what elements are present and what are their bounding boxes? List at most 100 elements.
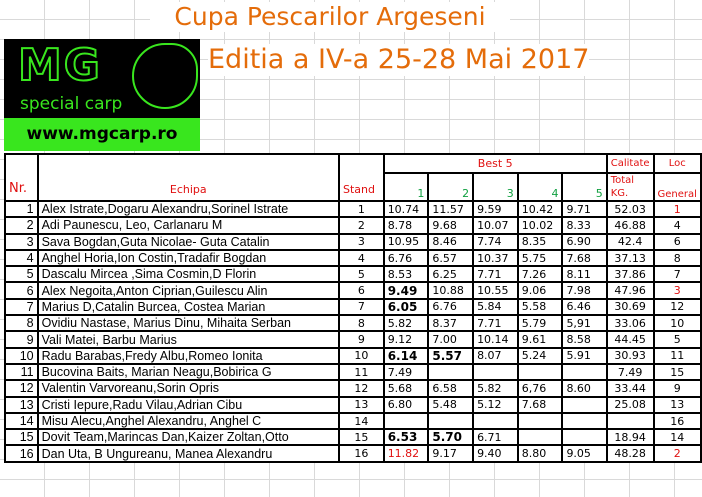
best-5-value: 5,91 <box>561 314 608 333</box>
best-4-value: 10.02 <box>516 216 564 235</box>
best-2-value: 9.17 <box>427 444 475 463</box>
stand-number: 15 <box>337 428 385 447</box>
row-nr: 8 <box>4 314 39 333</box>
best-4-value: 5.75 <box>516 248 564 268</box>
row-nr: 5 <box>4 265 39 284</box>
best-5-value: 8.11 <box>561 265 608 284</box>
stand-number: 14 <box>337 411 385 431</box>
loc-general: 5 <box>652 330 702 349</box>
table-row: 2 Adi Paunescu, Leo, Carlanaru M 2 8.78 9.68… <box>4 216 702 235</box>
best-4-value: 5.24 <box>516 346 564 365</box>
stand-number: 8 <box>337 314 385 333</box>
total-kg: 47.96 <box>605 281 655 300</box>
best-3-value: 7.71 <box>472 314 519 333</box>
team-name: Dovit Team,Marincas Dan,Kaizer Zoltan,Ot… <box>36 428 340 447</box>
stand-number: 9 <box>337 330 385 349</box>
stand-number: 6 <box>337 281 385 300</box>
best-5-value <box>561 411 608 431</box>
total-kg: 30.69 <box>605 297 655 317</box>
team-name: Valentin Varvoreanu,Sorin Opris <box>36 379 340 398</box>
best-2-value: 5.70 <box>427 428 475 447</box>
stand-number: 12 <box>337 379 385 398</box>
table-row: 7 Marius D,Catalin Burcea, Costea Marian 7… <box>4 297 702 317</box>
best-2-value <box>427 411 475 431</box>
table-row: 13 Cristi Iepure,Radu Vilau,Adrian Cibu 13… <box>4 395 702 414</box>
best-4-value: 10.42 <box>516 199 564 219</box>
total-kg: 44.45 <box>605 330 655 349</box>
stand-number: 3 <box>337 232 385 251</box>
table-row: 6 Alex Negoita,Anton Ciprian,Guilescu Ali… <box>4 281 702 300</box>
best-1-value: 5.82 <box>382 314 430 333</box>
table-row: 9 Vali Matei, Barbu Marius 9 9.12 7.00 10.14 9… <box>4 330 702 349</box>
best-1-value: 8.53 <box>382 265 430 284</box>
row-nr: 10 <box>4 346 39 365</box>
best-4-value: 8.35 <box>516 232 564 251</box>
best-3-value: 9.40 <box>472 444 519 463</box>
total-kg: 37.13 <box>605 248 655 268</box>
row-nr: 15 <box>4 428 39 447</box>
logo-url: www.mgcarp.ro <box>4 118 200 151</box>
best-5-value: 9.05 <box>561 444 608 463</box>
row-nr: 14 <box>4 411 39 431</box>
best-1-value: 6.14 <box>382 346 430 365</box>
header-best5: Best 5 <box>382 153 608 174</box>
loc-general: 9 <box>652 379 702 398</box>
best-2-value: 10.88 <box>427 281 475 300</box>
team-name: Adi Paunescu, Leo, Carlanaru M <box>36 216 340 235</box>
header-best-1: 1 <box>382 172 430 202</box>
total-kg: 33.06 <box>605 314 655 333</box>
total-kg: 42.4 <box>605 232 655 251</box>
total-kg: 18.94 <box>605 428 655 447</box>
header-best-2: 2 <box>427 172 475 202</box>
table-row: 4 Anghel Horia,Ion Costin,Tradafir Bogdan… <box>4 248 702 268</box>
best-2-value: 8.46 <box>427 232 475 251</box>
best-2-value: 11.57 <box>427 199 475 219</box>
best-1-value: 10.74 <box>382 199 430 219</box>
best-1-value: 9.12 <box>382 330 430 349</box>
row-nr: 4 <box>4 248 39 268</box>
loc-general: 7 <box>652 265 702 284</box>
best-3-value: 10.14 <box>472 330 519 349</box>
best-2-value <box>427 362 475 382</box>
table-row: 12 Valentin Varvoreanu,Sorin Opris 12 5.68 6… <box>4 379 702 398</box>
best-5-value: 5.91 <box>561 346 608 365</box>
total-kg: 33.44 <box>605 379 655 398</box>
best-5-value: 8.60 <box>561 379 608 398</box>
best-1-value: 10.95 <box>382 232 430 251</box>
best-3-value: 10.37 <box>472 248 519 268</box>
best-1-value: 7.49 <box>382 362 430 382</box>
best-4-value: 9.06 <box>516 281 564 300</box>
row-nr: 3 <box>4 232 39 251</box>
loc-general: 8 <box>652 248 702 268</box>
best-4-value: 7.68 <box>516 395 564 414</box>
best-2-value: 9.68 <box>427 216 475 235</box>
total-kg: 52.03 <box>605 199 655 219</box>
team-name: Radu Barabas,Fredy Albu,Romeo Ionita <box>36 346 340 365</box>
row-nr: 6 <box>4 281 39 300</box>
best-3-value: 6.71 <box>472 428 519 447</box>
best-3-value: 9.59 <box>472 199 519 219</box>
row-nr: 11 <box>4 362 39 382</box>
stand-number: 5 <box>337 265 385 284</box>
header-row-1: Nr. Echipa Stand Best 5 Calitate Loc <box>4 153 702 202</box>
team-name: Sava Bogdan,Guta Nicolae- Guta Catalin <box>36 232 340 251</box>
table-row: 11 Bucovina Baits, Marian Neagu,Bobirica … <box>4 362 702 382</box>
best-3-value: 5.84 <box>472 297 519 317</box>
best-4-value <box>516 411 564 431</box>
loc-general: 12 <box>652 297 702 317</box>
row-nr: 16 <box>4 444 39 463</box>
best-2-value: 7.00 <box>427 330 475 349</box>
stand-number: 7 <box>337 297 385 317</box>
loc-general: 16 <box>652 411 702 431</box>
header-general: General <box>652 172 702 202</box>
best-1-value: 5.68 <box>382 379 430 398</box>
table-row: 3 Sava Bogdan,Guta Nicolae- Guta Catalin 3… <box>4 232 702 251</box>
logo: MG special carp www.mgcarp.ro <box>4 39 200 151</box>
best-4-value: 8.80 <box>516 444 564 463</box>
best-3-value: 7.74 <box>472 232 519 251</box>
best-1-value: 6.76 <box>382 248 430 268</box>
stand-number: 1 <box>337 199 385 219</box>
stand-number: 10 <box>337 346 385 365</box>
team-name: Bucovina Baits, Marian Neagu,Bobirica G <box>36 362 340 382</box>
